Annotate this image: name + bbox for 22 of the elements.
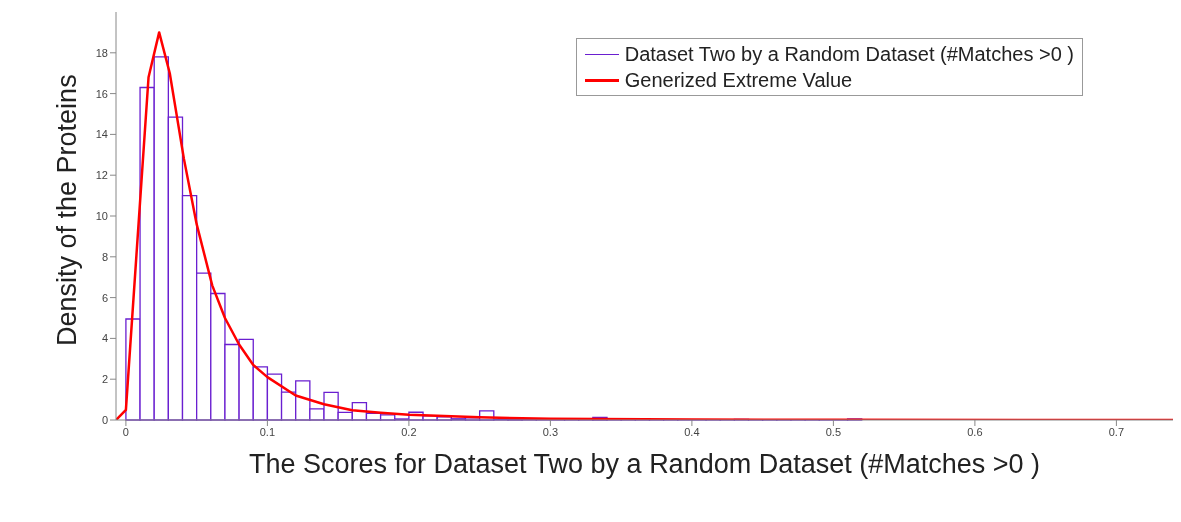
legend-label: Generized Extreme Value xyxy=(624,68,853,93)
x-axis-title: The Scores for Dataset Two by a Random Dataset (#Matches >0 ) xyxy=(248,449,1041,479)
x-tick-label: 0.4 xyxy=(684,425,700,438)
y-tick-label: 0 xyxy=(101,413,108,426)
y-tick-label: 8 xyxy=(101,250,108,263)
y-tick-label: 16 xyxy=(95,87,108,100)
x-tick-label: 0.1 xyxy=(259,425,276,438)
y-tick-label: 18 xyxy=(95,46,108,59)
x-tick-label: 0.7 xyxy=(1108,425,1125,438)
y-tick-label: 4 xyxy=(101,332,108,345)
x-tick-label: 0 xyxy=(122,425,129,438)
x-tick-label: 0.5 xyxy=(825,425,842,438)
legend-label: Dataset Two by a Random Dataset (#Matches >0 ) xyxy=(624,42,1074,67)
x-tick-label: 0.3 xyxy=(542,425,559,438)
x-tick-label: 0.2 xyxy=(401,425,417,438)
y-axis-title: Density of the Proteins xyxy=(51,74,82,346)
y-tick-label: 10 xyxy=(95,209,108,222)
y-tick-label: 12 xyxy=(95,169,108,182)
y-tick-label: 2 xyxy=(101,373,108,386)
y-tick-label: 6 xyxy=(101,291,108,304)
x-tick-label: 0.6 xyxy=(967,425,983,438)
y-tick-label: 14 xyxy=(95,128,108,141)
